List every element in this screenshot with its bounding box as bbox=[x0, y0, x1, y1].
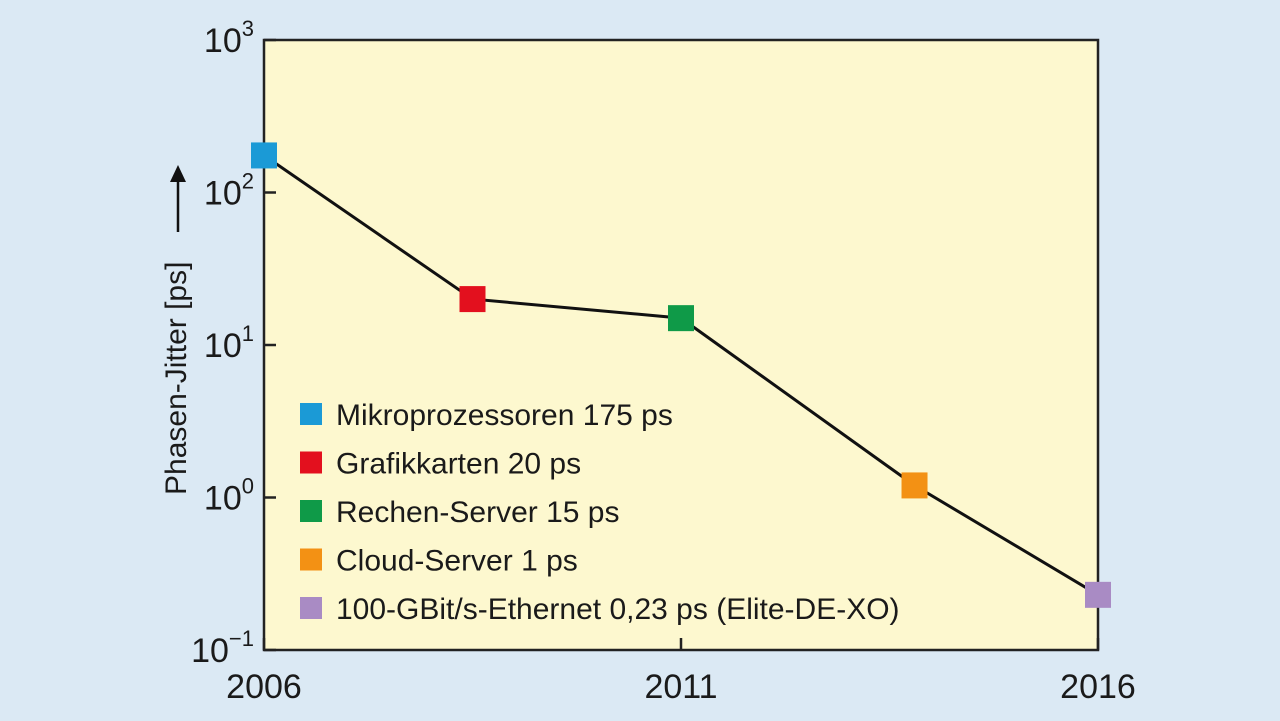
data-point-marker bbox=[668, 305, 694, 332]
legend-entry: Mikroprozessoren 175 ps bbox=[336, 399, 673, 432]
y-tick-exponent: 0 bbox=[242, 474, 254, 499]
legend-entry: Grafikkarten 20 ps bbox=[336, 448, 581, 481]
legend: Mikroprozessoren 175 ps Grafikkarten 20 p… bbox=[300, 399, 900, 626]
legend-entry: Rechen-Server 15 ps bbox=[336, 496, 619, 529]
data-point-marker bbox=[459, 286, 486, 313]
data-point-marker bbox=[901, 472, 928, 499]
data-point-marker bbox=[1085, 581, 1111, 608]
x-tick-label: 2006 bbox=[226, 668, 302, 706]
y-tick-exponent: 2 bbox=[242, 169, 254, 194]
y-axis-label: Phasen-Jitter [ps] bbox=[160, 262, 193, 495]
legend-swatch bbox=[300, 548, 322, 571]
y-tick-base: 10 bbox=[204, 480, 242, 518]
y-tick-label: 10−1 bbox=[191, 626, 254, 670]
y-axis-arrow-head bbox=[170, 165, 186, 182]
y-tick-label: 103 bbox=[204, 16, 254, 60]
x-tick-label: 2011 bbox=[644, 668, 717, 706]
y-tick-label: 100 bbox=[204, 474, 254, 518]
data-points bbox=[251, 142, 1111, 608]
y-tick-exponent: −1 bbox=[229, 626, 254, 651]
legend-swatch bbox=[300, 597, 322, 619]
legend-entry: 100-GBit/s-Ethernet 0,23 ps (Elite-DE-XO… bbox=[336, 593, 900, 626]
y-tick-base: 10 bbox=[204, 175, 242, 213]
y-tick-label: 101 bbox=[204, 321, 254, 365]
legend-swatch bbox=[300, 403, 322, 425]
y-tick-base: 10 bbox=[204, 327, 242, 365]
legend-entry: Cloud-Server 1 ps bbox=[336, 545, 578, 578]
y-tick-exponent: 1 bbox=[242, 321, 254, 346]
legend-swatch bbox=[300, 451, 322, 474]
data-point-marker bbox=[251, 142, 277, 169]
x-axis-ticks: 2006 2011 2016 bbox=[226, 638, 1136, 706]
y-tick-label: 102 bbox=[204, 169, 254, 213]
legend-swatch bbox=[300, 500, 322, 522]
y-axis-label-group: Phasen-Jitter [ps] bbox=[160, 165, 193, 495]
plot-area bbox=[262, 38, 1100, 652]
y-tick-base: 10 bbox=[204, 22, 242, 60]
y-tick-exponent: 3 bbox=[242, 16, 254, 41]
y-tick-base: 10 bbox=[191, 632, 229, 670]
x-tick-label: 2016 bbox=[1060, 668, 1136, 706]
